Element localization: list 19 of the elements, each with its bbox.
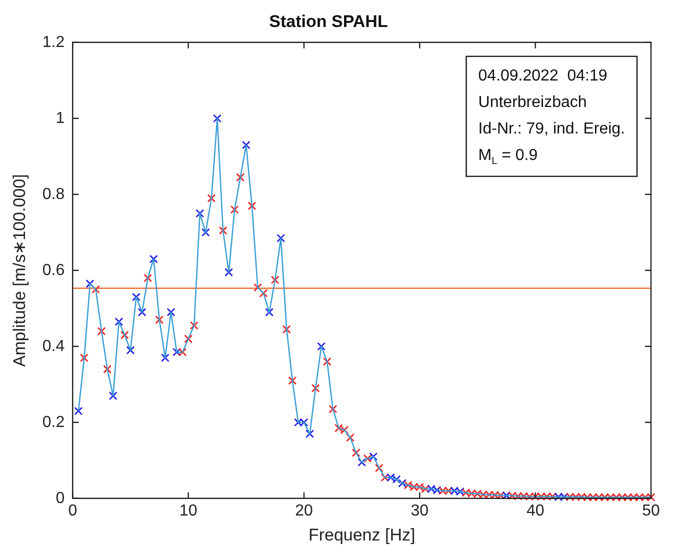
y-tick-label: 0.4 bbox=[42, 338, 65, 355]
x-tick-label: 0 bbox=[68, 502, 78, 520]
chart-title: Station SPAHL bbox=[269, 12, 388, 31]
annotation: Id-Nr.: 79, ind. Ereig. bbox=[478, 120, 625, 138]
x-tick-label: 10 bbox=[179, 502, 198, 520]
y-tick-label: 1.2 bbox=[42, 34, 65, 51]
x-tick-label: 20 bbox=[295, 502, 313, 520]
x-axis-title: Frequenz [Hz] bbox=[308, 525, 416, 544]
y-tick-label: 1 bbox=[56, 110, 65, 127]
y-tick-label: 0.2 bbox=[42, 414, 65, 431]
annotation: Unterbreizbach bbox=[478, 94, 587, 111]
y-tick-label: 0.6 bbox=[42, 262, 65, 279]
x-tick-label: 30 bbox=[410, 502, 429, 520]
y-tick-label: 0.8 bbox=[42, 186, 65, 203]
y-axis-title: Amplitude [m/s∗100.000] bbox=[10, 174, 29, 367]
annotation: 04.09.2022 04:19 bbox=[478, 67, 608, 84]
y-tick-label: 0 bbox=[56, 490, 65, 507]
x-tick-label: 40 bbox=[526, 502, 544, 520]
x-tick-label: 50 bbox=[642, 502, 660, 520]
